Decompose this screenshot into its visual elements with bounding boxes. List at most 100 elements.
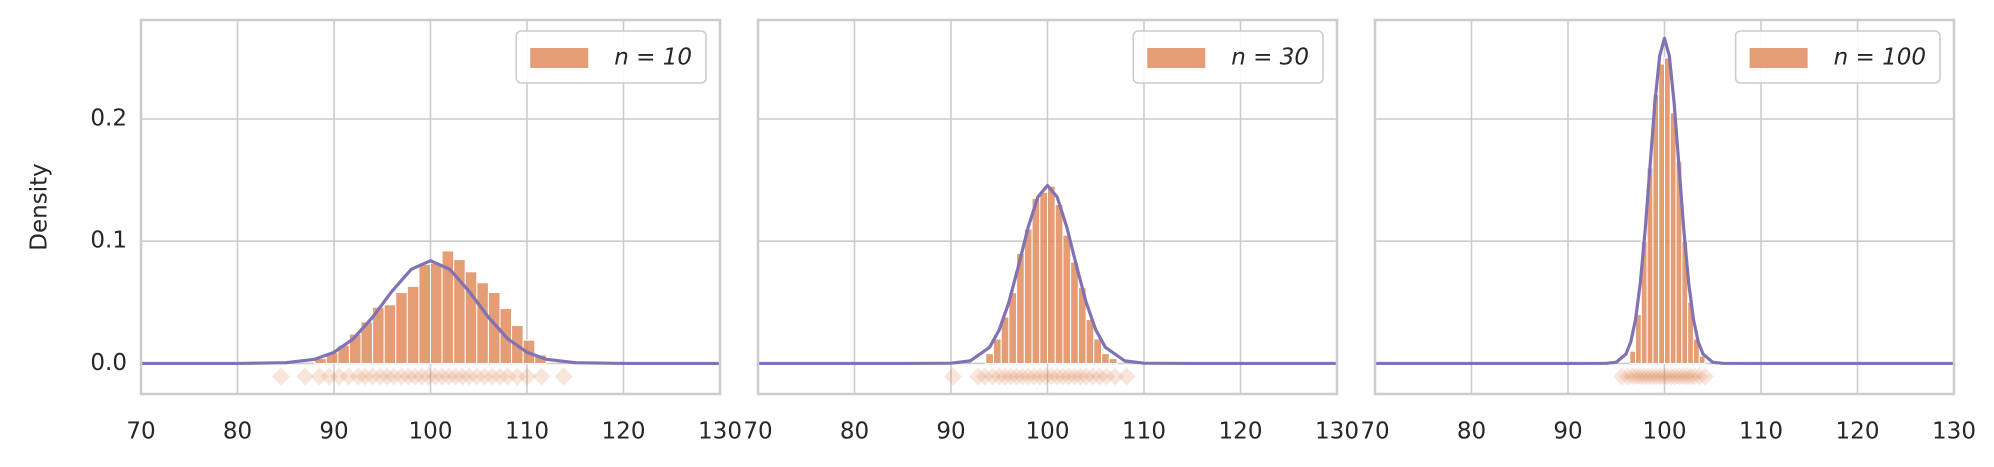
y-tick-label: 0.1 [90,228,127,254]
rug-point [1613,367,1632,386]
rug-point [412,367,431,386]
rug-point [1658,367,1677,386]
rug-point [1097,367,1116,386]
rug-point [1642,367,1661,386]
bar [1698,355,1706,364]
bar [1085,318,1095,364]
x-tick-label: 130 [1932,419,1976,445]
rug-point [1117,367,1136,386]
rug-point [554,367,573,386]
rug-point [1007,367,1026,386]
bar [464,271,478,364]
x-tick-label: 90 [936,419,965,445]
rug-point [296,367,315,386]
panel: 70 80 90 100 110 120 130 n = 100 [1360,18,1976,445]
rug-point [1669,367,1688,386]
x-tick-label: 120 [1836,419,1880,445]
rug-point [384,367,403,386]
bar [430,262,443,364]
rug-point [1631,367,1650,386]
legend-swatch [530,48,589,68]
rug-point [975,367,994,386]
x-tick-label: 80 [1457,419,1486,445]
legend: n = 10 [515,30,707,84]
x-tick-label: 110 [1122,419,1166,445]
rug-point [1639,367,1658,386]
legend-box [1132,30,1324,84]
x-tick-label: 100 [409,419,453,445]
panel: 70 80 90 100 110 120 130 n = 30 [743,18,1359,445]
x-tick-label: 70 [1360,419,1389,445]
bar [1669,112,1677,364]
rug-point [1623,367,1642,386]
panel: Density 0.0 0.1 0.2 70 80 90 100 110 120 130 n = 10 [27,18,742,445]
rug-point [1650,367,1669,386]
axes-frame [139,18,722,396]
rug-point [1030,367,1049,386]
rug-point [320,367,339,386]
rug-point [363,367,382,386]
rug-point [1627,367,1646,386]
x-tick-label: 130 [698,419,742,445]
bar [1108,358,1118,364]
rug-point [1654,367,1673,386]
rug-point [1059,367,1078,386]
x-tick-label: 110 [505,419,549,445]
x-tick-label: 90 [319,419,348,445]
bar [1054,204,1064,364]
x-tick-label: 90 [1553,419,1582,445]
legend-label: n = 30 [1231,45,1309,71]
rug-point [508,367,527,386]
bar [1039,191,1049,364]
rug-point [1681,367,1700,386]
bar [1658,63,1665,364]
rug-point [490,367,509,386]
rug-point [446,367,465,386]
rug-point [1677,367,1696,386]
rug-point [475,367,494,386]
rug-point [460,367,479,386]
rug-point [1053,367,1072,386]
rug-point [1673,367,1692,386]
bar [1023,228,1033,364]
y-tick-label: 0.2 [90,106,127,132]
rug-point [1690,367,1709,386]
rug-point [406,367,425,386]
rug-point [1001,367,1020,386]
rug-point [1685,367,1704,386]
density-curve [1375,36,1954,366]
y-axis-label: Density [27,163,53,250]
rug-point [518,367,536,386]
rug-point [467,367,486,386]
legend-swatch [1749,48,1808,68]
bar [992,338,1002,364]
legend: n = 30 [1132,30,1324,84]
rug-point [453,367,472,386]
rug-point [1106,367,1125,386]
legend-label: n = 10 [614,45,692,71]
x-tick-label: 70 [126,419,155,445]
rug-point [271,367,290,386]
bar [985,353,994,364]
legend-box [1734,30,1941,84]
rug-point [426,367,445,386]
legend: n = 100 [1734,30,1941,84]
rug-point [339,367,358,386]
rug-point [1696,367,1715,386]
bar [1062,234,1072,364]
rug-point [355,367,374,386]
x-tick-label: 100 [1026,419,1070,445]
bar [1664,57,1671,364]
density-curve [758,183,1337,366]
rug-point [1083,367,1102,386]
rug-point [371,367,390,386]
rug-point [1662,367,1681,386]
bar [383,304,397,364]
bar [406,285,420,364]
rug-point [1077,367,1096,386]
rug-point [532,367,551,386]
rug-point [1024,367,1043,386]
x-tick-label: 130 [1315,419,1359,445]
rug-point [349,367,368,386]
